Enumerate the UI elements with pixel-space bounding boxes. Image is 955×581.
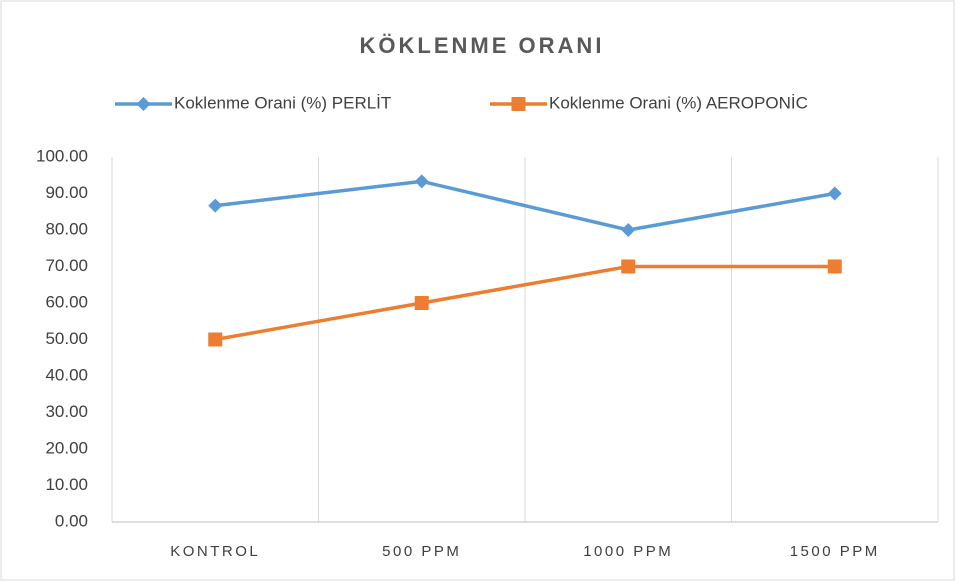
y-tick-label: 70.00 [45,256,88,275]
x-tick-label: KONTROL [170,543,260,560]
legend-marker [511,97,526,111]
y-tick-label: 30.00 [45,402,88,421]
point [827,186,842,201]
y-tick-label: 20.00 [45,438,88,457]
point [621,259,636,274]
point [621,223,636,237]
series-line [214,264,835,342]
x-tick-label: 1500 PPM [790,543,880,560]
x-tick-label: 500 PPM [382,543,461,560]
y-tick-label: 0.00 [55,511,88,530]
legend-label: Koklenme Orani (%) PERLİT [174,93,391,112]
point [414,174,429,189]
y-tick-label: 100.00 [36,146,88,165]
point [414,296,429,310]
point [827,259,842,274]
point [208,198,223,213]
legend-label: Koklenme Orani (%) AEROPONİC [549,93,808,112]
x-tick-label: 1000 PPM [583,543,673,560]
y-tick-label: 10.00 [45,475,88,494]
y-tick-label: 90.00 [45,183,88,202]
y-tick-label: 50.00 [45,329,88,348]
chart-title: KÖKLENME ORANI [360,33,605,58]
point [208,332,223,347]
y-tick-label: 40.00 [45,365,88,384]
legend-marker [136,97,151,111]
series-line [215,179,836,232]
y-tick-label: 80.00 [45,219,88,238]
y-tick-label: 60.00 [45,292,88,311]
